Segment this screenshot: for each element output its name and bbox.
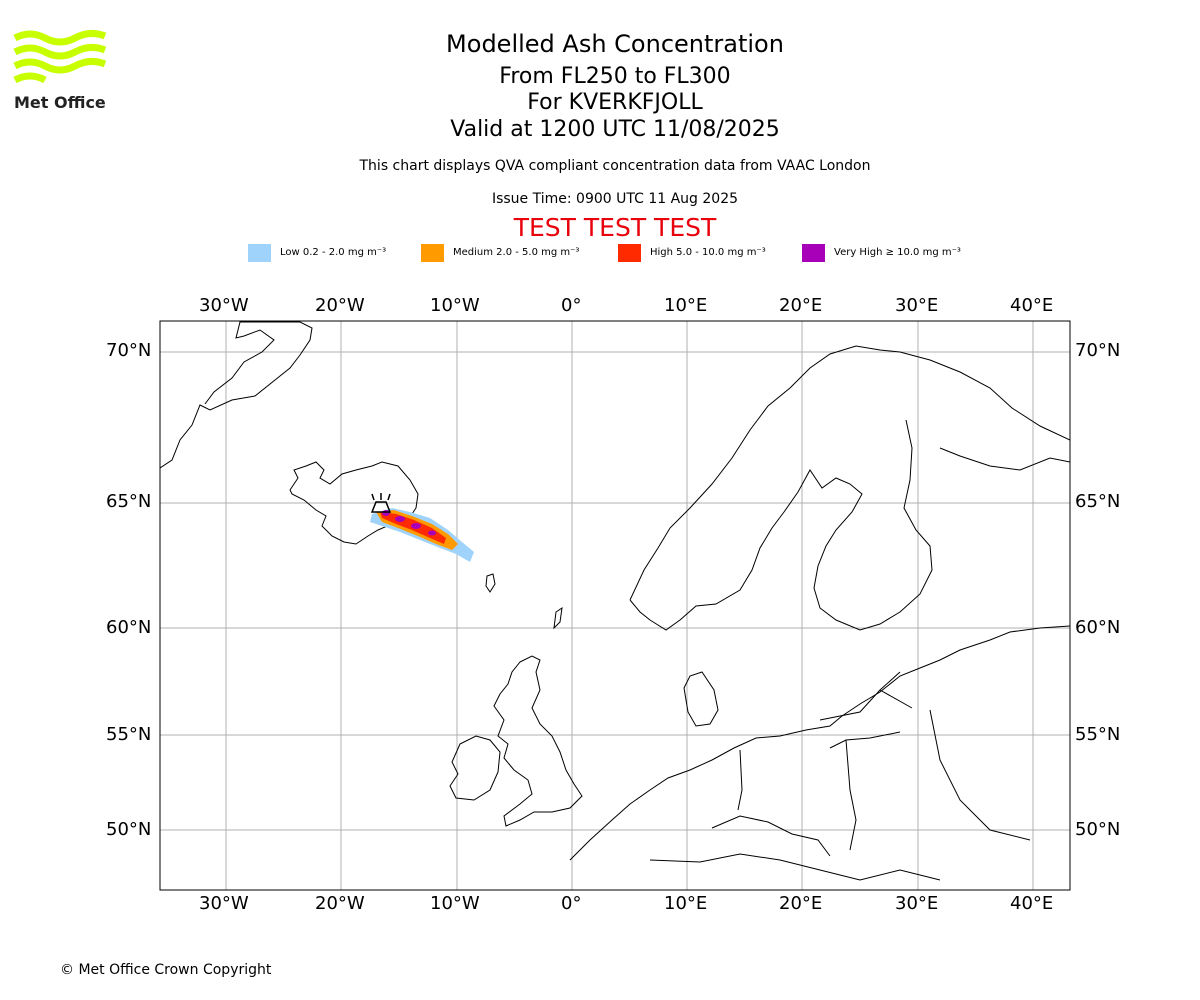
lon-label-bottom-20e: 20°E xyxy=(779,893,823,914)
lon-label-bottom-20w: 20°W xyxy=(315,893,365,914)
met-office-logo: Met Office xyxy=(12,29,108,112)
iceland-coast xyxy=(289,461,419,545)
lat-label-right-55n: 55°N xyxy=(1075,724,1121,745)
volcano-name: For KVERKFJOLL xyxy=(527,90,703,115)
ash-very-high-core-4 xyxy=(428,530,436,536)
lon-label-bottom-30w: 30°W xyxy=(199,893,249,914)
legend-label-medium: Medium 2.0 - 5.0 mg m⁻³ xyxy=(453,247,580,258)
copyright-notice: © Met Office Crown Copyright xyxy=(60,962,272,978)
country-borders xyxy=(649,671,1031,881)
denmark-coast xyxy=(683,671,719,727)
lon-label-top-10w: 10°W xyxy=(430,295,480,316)
volcano-icon xyxy=(370,493,392,513)
greenland-coast xyxy=(160,321,313,469)
lon-label-top-30e: 30°E xyxy=(895,295,939,316)
lat-label-left-55n: 55°N xyxy=(106,724,152,745)
legend-swatch-very-high xyxy=(802,244,825,262)
lat-label-left-50n: 50°N xyxy=(106,819,152,840)
ash-very-high-core-2 xyxy=(395,516,405,522)
lat-label-left-60n: 60°N xyxy=(106,617,152,638)
faroe-coast xyxy=(485,573,496,593)
lat-label-right-65n: 65°N xyxy=(1075,491,1121,512)
legend-label-high: High 5.0 - 10.0 mg m⁻³ xyxy=(650,247,766,258)
lat-label-left-70n: 70°N xyxy=(106,340,152,361)
valid-time: Valid at 1200 UTC 11/08/2025 xyxy=(450,117,780,142)
lon-label-top-30w: 30°W xyxy=(199,295,249,316)
lat-label-right-50n: 50°N xyxy=(1075,819,1121,840)
lon-label-bottom-40e: 40°E xyxy=(1010,893,1054,914)
shetland-coast xyxy=(553,606,563,630)
lon-label-bottom-10e: 10°E xyxy=(664,893,708,914)
map-frame xyxy=(159,320,1071,891)
lon-label-top-20w: 20°W xyxy=(315,295,365,316)
ireland-coast xyxy=(449,735,501,801)
continent-coast xyxy=(569,625,1070,861)
issue-time: Issue Time: 0900 UTC 11 Aug 2025 xyxy=(491,191,739,207)
lon-label-bottom-10w: 10°W xyxy=(430,893,480,914)
ash-plume xyxy=(370,508,474,562)
chart-description: This chart displays QVA compliant concen… xyxy=(359,158,871,174)
lat-label-right-60n: 60°N xyxy=(1075,617,1121,638)
lon-label-top-10e: 10°E xyxy=(664,295,708,316)
ash-very-high-core-3 xyxy=(411,523,421,529)
flight-levels: From FL250 to FL300 xyxy=(499,64,731,89)
legend-label-very-high: Very High ≥ 10.0 mg m⁻³ xyxy=(834,247,961,258)
kola-coast xyxy=(939,447,1070,471)
legend-label-low: Low 0.2 - 2.0 mg m⁻³ xyxy=(280,247,387,258)
logo-text: Met Office xyxy=(14,93,106,112)
graticule xyxy=(160,321,1070,890)
coastlines xyxy=(160,321,1070,881)
lat-label-left-65n: 65°N xyxy=(106,491,152,512)
scandinavia-coast xyxy=(629,345,1070,631)
lon-label-bottom-30e: 30°E xyxy=(895,893,939,914)
lon-label-top-20e: 20°E xyxy=(779,295,823,316)
chart-title: Modelled Ash Concentration xyxy=(446,30,784,58)
lon-label-bottom-0: 0° xyxy=(561,893,582,914)
legend-swatch-medium xyxy=(421,244,444,262)
legend-swatch-low xyxy=(248,244,271,262)
great-britain-coast xyxy=(493,655,583,827)
test-banner: TEST TEST TEST xyxy=(513,213,717,242)
lon-label-top-0: 0° xyxy=(561,295,582,316)
lat-label-right-70n: 70°N xyxy=(1075,340,1121,361)
map-frame-bg xyxy=(160,321,1070,890)
legend-swatch-high xyxy=(618,244,641,262)
lon-label-top-40e: 40°E xyxy=(1010,295,1054,316)
